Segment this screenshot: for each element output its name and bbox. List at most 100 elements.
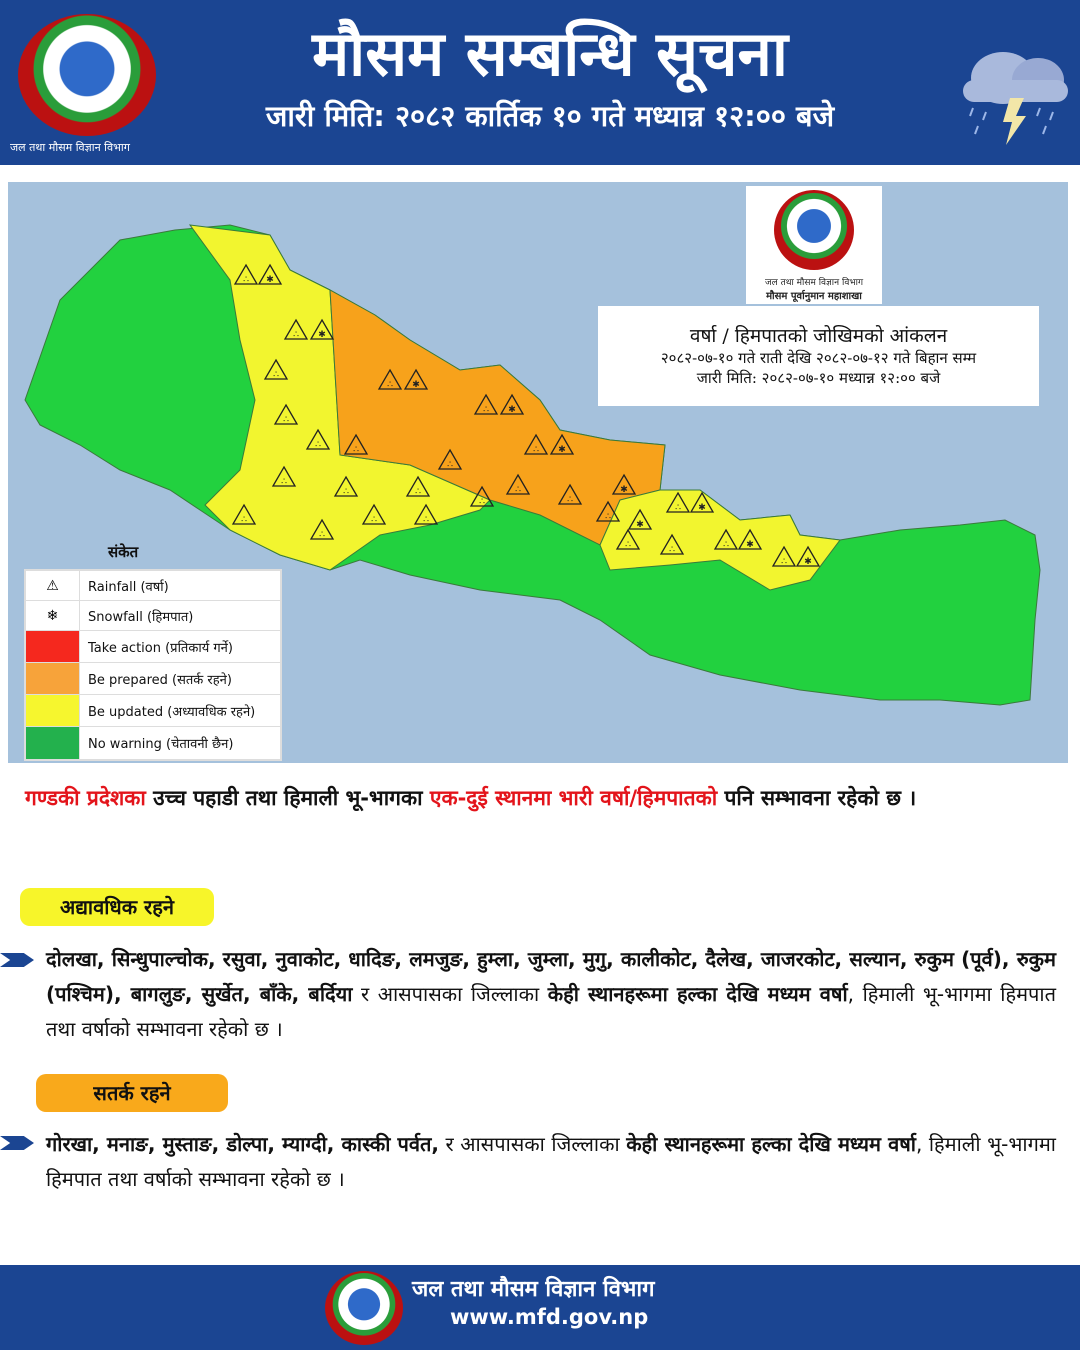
highlight: केही स्थानहरूमा हल्का देखि मध्यम वर्षा — [626, 1132, 916, 1156]
rainfall-marker-icon: ∴ — [469, 485, 495, 507]
rainfall-marker-icon: ∴ — [523, 433, 549, 455]
legend-item-rainfall: ⚠ Rainfall (वर्षा) — [26, 571, 280, 601]
rainfall-marker-icon: ∴ — [309, 518, 335, 540]
svg-text:∴: ∴ — [283, 415, 289, 425]
snowfall-marker-icon: ✱ — [499, 393, 525, 415]
svg-text:∴: ∴ — [625, 540, 631, 550]
rainfall-marker-icon: ∴ — [361, 503, 387, 525]
snowfall-marker-icon: ✱ — [737, 528, 763, 550]
rainfall-marker-icon: ∴ — [305, 428, 331, 450]
rainfall-marker-icon: ∴ — [665, 491, 691, 513]
svg-text:∴: ∴ — [447, 460, 453, 470]
footer: जल तथा मौसम विज्ञान विभाग www.mfd.gov.np — [0, 1265, 1080, 1350]
svg-text:✱: ✱ — [620, 485, 628, 495]
district-list: दोलखा, सिन्धुपाल्चोक, रसुवा, नुवाकोट, धा… — [46, 947, 1056, 1006]
forecast-period: २०८२-०७-१० गते राती देखि २०८२-०७-१२ गते … — [660, 349, 977, 367]
svg-text:∴: ∴ — [243, 275, 249, 285]
be-prepared-text: गोरखा, मनाङ, मुस्ताङ, डोल्पा, म्याग्दी, … — [46, 1127, 1056, 1197]
map-legend: ⚠ Rainfall (वर्षा) ❄ Snowfall (हिमपात) Tak… — [24, 569, 282, 761]
weather-warning-map: ∴ ✱ ∴ ✱ ∴ ∴ ∴ ∴ ✱ ∴ ∴ ✱ ∴ ✱ ∴ ∴ ∴ ∴ ∴ ∴ ∴ ∴ ∴ ∴ ✱ ∴ ∴ ✱ ∴ ∴ ✱ ∴ ∴ ✱ ∴ ✱ जल … — [8, 182, 1068, 763]
rainfall-marker-icon: ∴ — [263, 358, 289, 380]
nepal-emblem-logo — [325, 1271, 403, 1345]
rainfall-marker-icon: ∴ — [473, 393, 499, 415]
snowfall-marker-icon: ✱ — [689, 491, 715, 513]
legend-label: Snowfall (हिमपात) — [88, 609, 194, 625]
color-swatch — [26, 695, 80, 726]
rainfall-marker-icon: ∴ — [231, 503, 257, 525]
svg-text:∴: ∴ — [343, 487, 349, 497]
snowfall-icon: ❄ — [26, 601, 80, 630]
rainfall-marker-icon: ∴ — [437, 448, 463, 470]
svg-text:∴: ∴ — [723, 540, 729, 550]
svg-text:∴: ∴ — [533, 445, 539, 455]
header: मौसम सम्बन्धि सूचना जारी मिति: २०८२ कार्… — [0, 0, 1080, 165]
svg-text:✱: ✱ — [266, 275, 274, 285]
forecast-info-box: वर्षा / हिमपातको जोखिमको आंकलन २०८२-०७-१… — [598, 306, 1039, 406]
highlight: केही स्थानहरूमा हल्का देखि मध्यम वर्षा — [547, 982, 848, 1006]
footer-website-link[interactable]: www.mfd.gov.np — [450, 1305, 649, 1329]
rainfall-marker-icon: ∴ — [557, 483, 583, 505]
highlight: एक-दुई स्थानमा भारी वर्षा/हिमपातको — [429, 786, 718, 810]
svg-text:∴: ∴ — [675, 503, 681, 513]
rainfall-marker-icon: ∴ — [413, 503, 439, 525]
svg-text:∴: ∴ — [281, 477, 287, 487]
svg-text:∴: ∴ — [387, 380, 393, 390]
rainfall-marker-icon: ∴ — [283, 318, 309, 340]
issue-date: जारी मिति: २०८२ कार्तिक १० गते मध्यान्न … — [265, 99, 835, 133]
svg-text:✱: ✱ — [412, 380, 420, 390]
legend-label: Rainfall (वर्षा) — [88, 579, 169, 595]
logo-text-department: जल तथा मौसम विज्ञान विभाग — [764, 278, 864, 288]
legend-item-no-warning: No warning (चेतावनी छैन) — [26, 727, 280, 759]
nepal-emblem-logo — [18, 14, 156, 136]
svg-text:✱: ✱ — [804, 557, 812, 567]
summary-text: गण्डकी प्रदेशका उच्च पहाडी तथा हिमाली भू… — [25, 780, 1055, 816]
nepal-map: ∴ ✱ ∴ ✱ ∴ ∴ ∴ ∴ ✱ ∴ ∴ ✱ ∴ ✱ ∴ ∴ ∴ ∴ ∴ ∴ ∴ ∴ ∴ ∴ ✱ ∴ ∴ ✱ ∴ ∴ ✱ ∴ ∴ ✱ ∴ ✱ — [24, 224, 1041, 706]
text: र आसपासका जिल्लाका — [439, 1132, 627, 1156]
nepal-emblem-logo — [774, 190, 854, 270]
be-updated-text: दोलखा, सिन्धुपाल्चोक, रसुवा, नुवाकोट, धा… — [46, 942, 1056, 1047]
rainfall-marker-icon: ∴ — [273, 403, 299, 425]
svg-text:∴: ∴ — [353, 445, 359, 455]
rainfall-marker-icon: ∴ — [405, 475, 431, 497]
svg-text:∴: ∴ — [371, 515, 377, 525]
svg-text:✱: ✱ — [558, 445, 566, 455]
district-list: गोरखा, मनाङ, मुस्ताङ, डोल्पा, म्याग्दी, … — [46, 1132, 440, 1156]
rainfall-marker-icon: ∴ — [615, 528, 641, 550]
svg-text:∴: ∴ — [241, 515, 247, 525]
rainfall-icon: ⚠ — [26, 571, 80, 600]
page-title: मौसम सम्बन्धि सूचना — [312, 17, 788, 90]
text: , हिमाली भू-भागमा हिमपात तथा वर्षाको सम्… — [46, 1132, 1056, 1191]
bullet-icon — [0, 953, 34, 967]
rainfall-marker-icon: ∴ — [271, 465, 297, 487]
text: उच्च पहाडी तथा हिमाली भू-भागका — [145, 786, 430, 810]
snowfall-marker-icon: ✱ — [611, 473, 637, 495]
legend-item-take-action: Take action (प्रतिकार्य गर्ने) — [26, 631, 280, 663]
color-swatch — [26, 663, 80, 694]
svg-text:∴: ∴ — [567, 495, 573, 505]
legend-item-be-prepared: Be prepared (सतर्क रहने) — [26, 663, 280, 695]
forecast-issued: जारी मिति: २०८२-०७-१० मध्यान्न १२:०० बजे — [696, 369, 941, 387]
svg-text:∴: ∴ — [315, 440, 321, 450]
color-swatch — [26, 727, 80, 759]
rainfall-marker-icon: ∴ — [333, 475, 359, 497]
rainfall-marker-icon: ∴ — [377, 368, 403, 390]
svg-text:∴: ∴ — [669, 545, 675, 555]
svg-text:✱: ✱ — [636, 520, 644, 530]
be-updated-badge: अद्यावधिक रहने — [20, 888, 214, 926]
legend-title: संकेत — [108, 543, 139, 561]
svg-text:∴: ∴ — [423, 515, 429, 525]
highlight: गण्डकी प्रदेशका — [25, 786, 146, 810]
svg-text:✱: ✱ — [508, 405, 516, 415]
color-swatch — [26, 631, 80, 662]
svg-text:∴: ∴ — [483, 405, 489, 415]
zone-be-prepared — [329, 289, 666, 546]
forecast-title: वर्षा / हिमपातको जोखिमको आंकलन — [689, 325, 948, 347]
logo-text-division: मौसम पूर्वानुमान महाशाखा — [766, 291, 862, 302]
rainfall-marker-icon: ∴ — [505, 473, 531, 495]
cloud-lightning-rain-icon — [963, 52, 1068, 145]
svg-text:∴: ∴ — [319, 530, 325, 540]
rainfall-marker-icon: ∴ — [343, 433, 369, 455]
snowfall-marker-icon: ✱ — [549, 433, 575, 455]
legend-item-be-updated: Be updated (अध्यावधिक रहने) — [26, 695, 280, 727]
snowfall-marker-icon: ✱ — [403, 368, 429, 390]
